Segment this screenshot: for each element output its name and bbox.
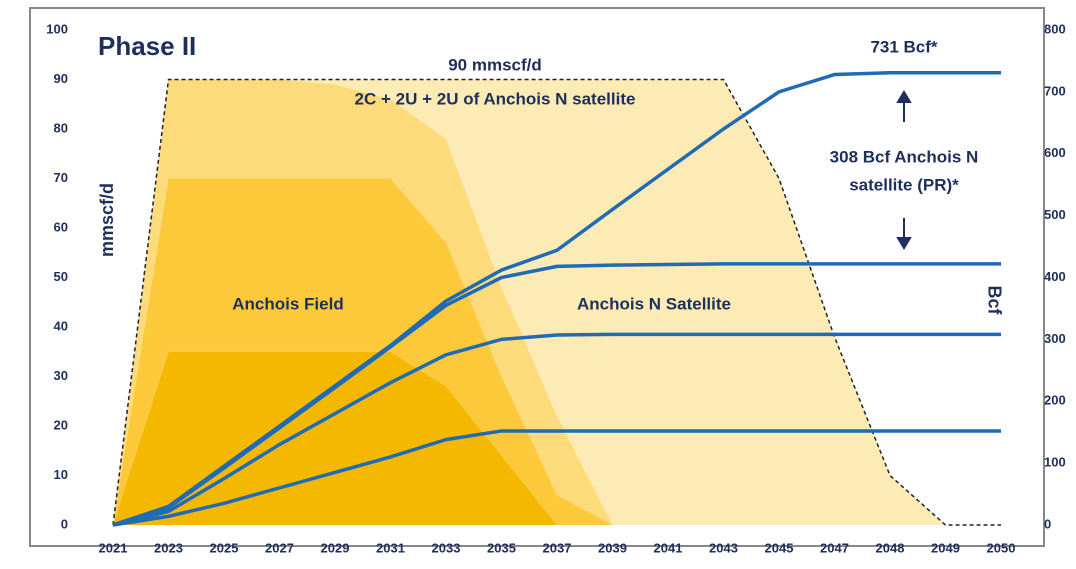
- y2-tick-label: 0: [1044, 516, 1051, 531]
- line: [112, 262, 1001, 527]
- line: [112, 332, 1001, 527]
- area: [113, 79, 1001, 525]
- x-tick-label: 2043: [709, 540, 738, 555]
- y-tick-label: 10: [54, 467, 68, 482]
- annotation: 731 Bcf*: [870, 37, 937, 56]
- x-tick-label: 2039: [598, 540, 627, 555]
- y-tick-label: 60: [54, 219, 68, 234]
- x-tick-label: 2021: [99, 540, 128, 555]
- y-tick-label: 50: [54, 269, 68, 284]
- x-tick-label: 2029: [321, 540, 350, 555]
- y2-tick-label: 700: [1044, 83, 1066, 98]
- y-tick-label: 30: [54, 368, 68, 383]
- y2-tick-label: 100: [1044, 455, 1066, 470]
- y-tick-label: 0: [61, 516, 68, 531]
- line: [112, 429, 1001, 527]
- x-tick-label: 2025: [210, 540, 239, 555]
- annotation: Anchois Field: [232, 294, 343, 313]
- x-tick-label: 2027: [265, 540, 294, 555]
- y2-tick-label: 300: [1044, 331, 1066, 346]
- y-tick-label: 90: [54, 71, 68, 86]
- y-tick-label: 80: [54, 120, 68, 135]
- x-tick-label: 2045: [765, 540, 794, 555]
- y-axis-label: mmscf/d: [97, 183, 117, 257]
- arrows: [896, 90, 912, 250]
- x-tick-label: 2048: [876, 540, 905, 555]
- x-tick-label: 2033: [432, 540, 461, 555]
- y2-tick-label: 400: [1044, 269, 1066, 284]
- x-tick-label: 2050: [987, 540, 1016, 555]
- y-tick-label: 70: [54, 170, 68, 185]
- annotation: 90 mmscf/d: [448, 55, 542, 74]
- x-tick-label: 2023: [154, 540, 183, 555]
- y2-tick-label: 500: [1044, 207, 1066, 222]
- y2-axis-label: Bcf: [984, 285, 1004, 315]
- annotation: Anchois N Satellite: [577, 294, 731, 313]
- y-tick-label: 40: [54, 318, 68, 333]
- area: [113, 351, 1001, 525]
- annotation: satellite (PR)*: [849, 175, 959, 194]
- y-tick-label: 100: [46, 21, 68, 36]
- y2-tick-label: 600: [1044, 145, 1066, 160]
- chart-title: Phase II: [98, 31, 196, 61]
- y2-tick-label: 200: [1044, 393, 1066, 408]
- x-tick-label: 2047: [820, 540, 849, 555]
- y-tick-label: 20: [54, 417, 68, 432]
- area: [113, 178, 1001, 525]
- x-tick-label: 2041: [654, 540, 683, 555]
- plot-area: [112, 70, 1001, 527]
- x-tick-label: 2035: [487, 540, 516, 555]
- total-outline: [112, 78, 1001, 526]
- y2-tick-label: 800: [1044, 21, 1066, 36]
- x-tick-label: 2037: [543, 540, 572, 555]
- annotation: 308 Bcf Anchois N: [830, 147, 979, 166]
- x-tick-label: 2031: [376, 540, 405, 555]
- x-tick-label: 2049: [931, 540, 960, 555]
- annotation: 2C + 2U + 2U of Anchois N satellite: [355, 89, 636, 108]
- area: [113, 79, 1001, 525]
